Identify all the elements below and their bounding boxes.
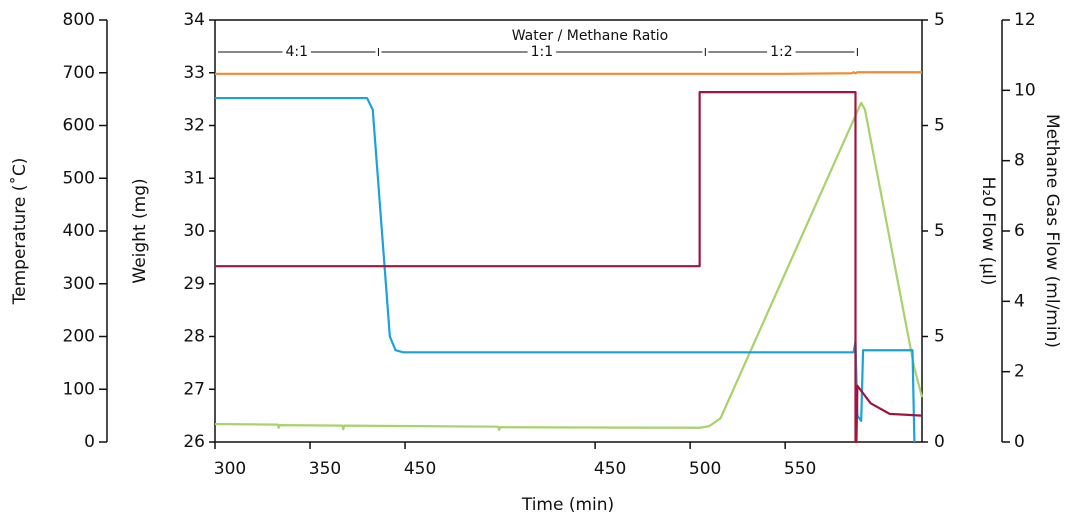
y-tick-label: 4 <box>1014 291 1025 311</box>
ratio-label: 1:1 <box>531 44 554 60</box>
y-axis-title: Temperature (˚C) <box>9 158 30 306</box>
ratio-label-bg <box>527 44 557 60</box>
y-tick-label: 28 <box>183 327 205 347</box>
y-axis-title: Methane Gas Flow (ml/min) <box>1042 114 1062 348</box>
x-tick-label: 450 <box>594 459 626 479</box>
y-tick-label: 31 <box>183 168 205 188</box>
y-tick-label: 2 <box>1014 362 1025 382</box>
y-tick-label: 8 <box>1014 151 1025 171</box>
y-tick-label: 12 <box>1014 10 1036 30</box>
y-tick-label: 10 <box>1014 80 1036 100</box>
y-tick-label: 300 <box>63 274 95 294</box>
y-tick-label: 26 <box>183 432 205 452</box>
y-tick-label: 34 <box>183 10 205 30</box>
y-tick-label: 0 <box>84 432 95 452</box>
y-tick-label: 5 <box>934 221 945 241</box>
y-tick-label: 5 <box>934 116 945 136</box>
y-tick-label: 800 <box>63 10 95 30</box>
series-line <box>214 101 924 431</box>
y-tick-label: 200 <box>63 327 95 347</box>
ratio-label: 4:1 <box>285 44 308 60</box>
ratio-label-bg <box>767 44 796 60</box>
y-tick-label: 30 <box>183 221 205 241</box>
y-tick-label: 27 <box>183 379 205 399</box>
series-line <box>215 96 916 443</box>
y-tick-label: 0 <box>1014 432 1025 452</box>
y-axis-title: Weight (mg) <box>130 178 150 283</box>
y-tick-label: 700 <box>63 63 95 83</box>
x-axis-title: Time (min) <box>521 495 614 515</box>
y-tick-label: 5 <box>934 327 945 347</box>
y-tick-label: 500 <box>63 168 95 188</box>
y-tick-label: 400 <box>63 221 95 241</box>
x-tick-label: 550 <box>784 459 816 479</box>
x-tick-label: 350 <box>309 459 341 479</box>
y-tick-label: 100 <box>63 379 95 399</box>
y-tick-label: 5 <box>934 10 945 30</box>
x-tick-label: 450 <box>404 459 436 479</box>
series-line <box>215 90 923 444</box>
y-tick-label: 600 <box>63 116 95 136</box>
ratio-label: 1:2 <box>770 44 793 60</box>
x-tick-label: 300 <box>214 459 246 479</box>
y-axis-title: H₂0 Flow (µl) <box>978 177 998 286</box>
ratio-title: Water / Methane Ratio <box>512 28 669 44</box>
y-tick-label: 33 <box>183 63 205 83</box>
series-line <box>215 71 922 75</box>
y-tick-label: 29 <box>183 274 205 294</box>
x-tick-label: 500 <box>689 459 721 479</box>
y-tick-label: 32 <box>183 116 205 136</box>
ratio-label-bg <box>282 44 311 60</box>
y-tick-label: 6 <box>1014 221 1025 241</box>
y-tick-label: 0 <box>934 432 945 452</box>
